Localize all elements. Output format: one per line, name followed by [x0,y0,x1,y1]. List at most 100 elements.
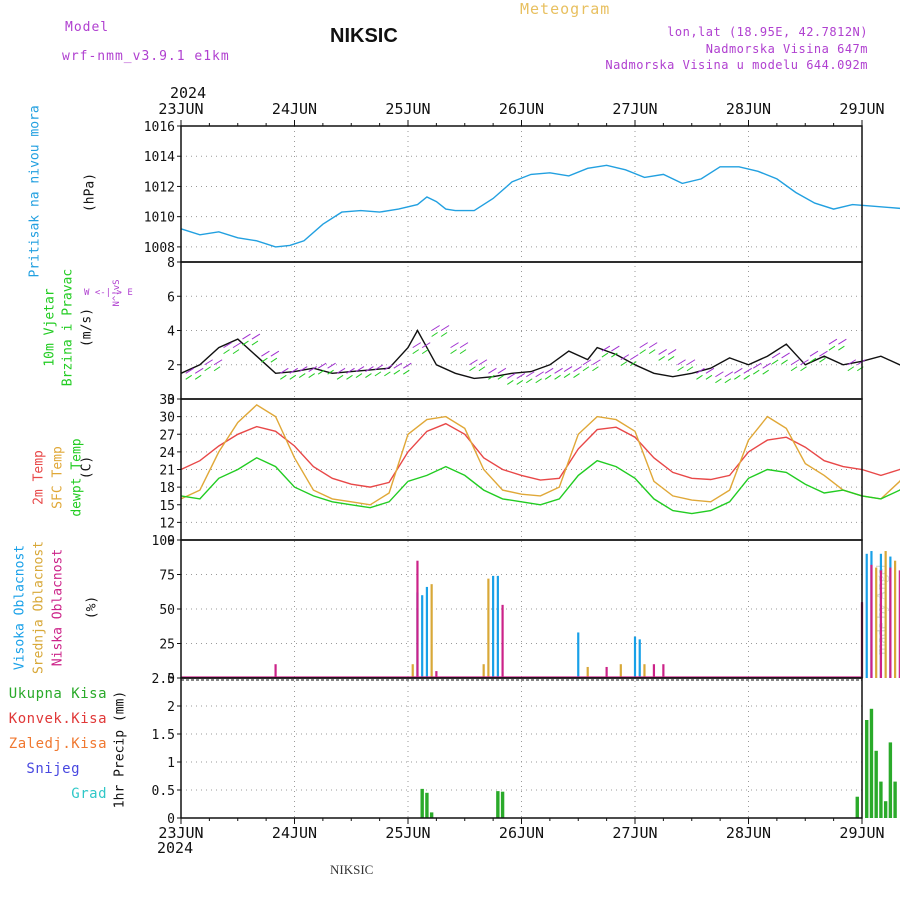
wind-speed-barb [544,374,552,380]
station-title: NIKSIC [330,25,398,47]
bottom-date-label: 25JUN [385,824,430,842]
wind-speed-barb [497,374,505,380]
wind-direction-arrow [317,362,327,369]
bottom-date-label: 27JUN [612,824,657,842]
top-date-label: 27JUN [612,100,657,118]
wind-speed-barb [686,366,694,372]
wind-speed-barb [327,369,334,375]
precip-bar [869,708,874,818]
precip-tick-label: 1.5 [152,728,175,743]
wind-speed-barb [431,332,438,337]
clouds-tick-label: 0 [167,672,175,687]
wind-speed-barb [752,369,760,375]
wind-speed-barb [478,366,486,372]
precip-panel-frame [180,677,863,819]
temperature-tick-label: 24 [159,446,175,461]
wind-speed-barb [781,359,788,365]
wind-tick-label: 2 [167,359,175,374]
wind-speed-barb [185,374,193,380]
wind-direction-arrow [488,367,497,374]
wind-speed-barb [620,361,628,367]
wind-direction-arrow [289,367,299,374]
clouds-bar [425,586,429,678]
pressure-tick-label: 1016 [144,120,175,135]
wind-direction-arrow [535,371,544,378]
wind-speed-barb [421,349,429,355]
precip-bar [425,792,429,818]
clouds-tick-label: 50 [159,603,175,618]
wind-speed-barb [535,378,542,384]
temperature-series-line [180,457,900,515]
wind-direction-arrow [715,371,724,378]
clouds-bar [884,551,887,678]
clouds-bar [879,570,883,678]
wind-direction-arrow [469,359,478,366]
precip-legend-hail: Grad [71,786,107,802]
wind-direction-arrow [516,373,526,379]
wind-speed-barb [223,349,230,355]
wind-speed-barb [384,371,391,377]
wind-direction-arrow [696,367,705,374]
wind-direction-arrow [762,362,771,369]
pressure-series-line [180,164,900,248]
wind-speed-barb [365,373,372,379]
clouds-bar [586,666,589,678]
wind-speed-barb [346,374,353,380]
wind-direction-arrow [667,349,677,355]
wind-direction-arrow [658,349,667,355]
wind-direction-arrow [261,350,270,357]
wind-direction-arrow [677,359,686,366]
wind-speed-barb [459,349,467,355]
wind-speed-barb [601,352,609,358]
clouds-bar [898,570,900,678]
wind-speed-barb [677,366,684,372]
precip-tick-label: 2 [167,700,175,715]
top-date-label: 23JUN [158,100,203,118]
wind-direction-arrow [724,371,734,378]
clouds-bar [894,560,897,678]
clouds-tick-label: 100 [152,534,175,549]
temperature-tick-label: 9 [167,534,175,549]
wind-series-line [180,329,900,380]
wind-speed-barb [440,332,448,337]
wind-direction-arrow [185,367,194,374]
wind-speed-barb [525,378,533,384]
wind-direction-arrow [336,367,346,374]
wind-direction-arrow [459,342,469,349]
wind-direction-arrow [507,373,516,379]
bottom-date-label: 28JUN [726,824,771,842]
wind-direction-arrow [308,366,317,373]
clouds-bar [492,575,495,678]
wind-speed-barb [270,357,278,363]
wind-speed-barb [573,373,580,379]
wind-direction-arrow [601,345,611,352]
wind-direction-arrow [478,359,488,366]
wind-speed-barb [696,374,703,380]
wind-speed-barb [800,366,807,372]
clouds-bar [577,632,580,678]
wind-speed-barb [724,378,732,384]
wind-direction-arrow [630,354,639,361]
wind-speed-barb [374,371,382,377]
wind-direction-arrow [327,362,336,369]
clouds-bar [416,560,419,678]
precip-bar [879,781,883,818]
wind-direction-arrow [421,342,431,349]
clouds-bar [605,666,608,678]
clouds-bar [411,664,414,678]
clouds-bar [435,671,438,678]
wind-speed-barb [563,373,571,379]
wind-speed-barb [611,352,618,358]
wind-speed-barb [450,349,457,355]
temperature-tick-label: 21 [159,464,175,479]
precip-bar [500,791,505,818]
precip-bar [874,750,878,818]
wind-direction-arrow [346,367,355,374]
precip-bar [855,796,859,818]
bottom-date-label: 29JUN [839,824,884,842]
wind-direction-arrow [497,367,507,374]
wind-direction-arrow [620,354,630,361]
top-date-label: 25JUN [385,100,430,118]
wind-direction-arrow [781,352,790,359]
wind-speed-barb [204,366,211,372]
